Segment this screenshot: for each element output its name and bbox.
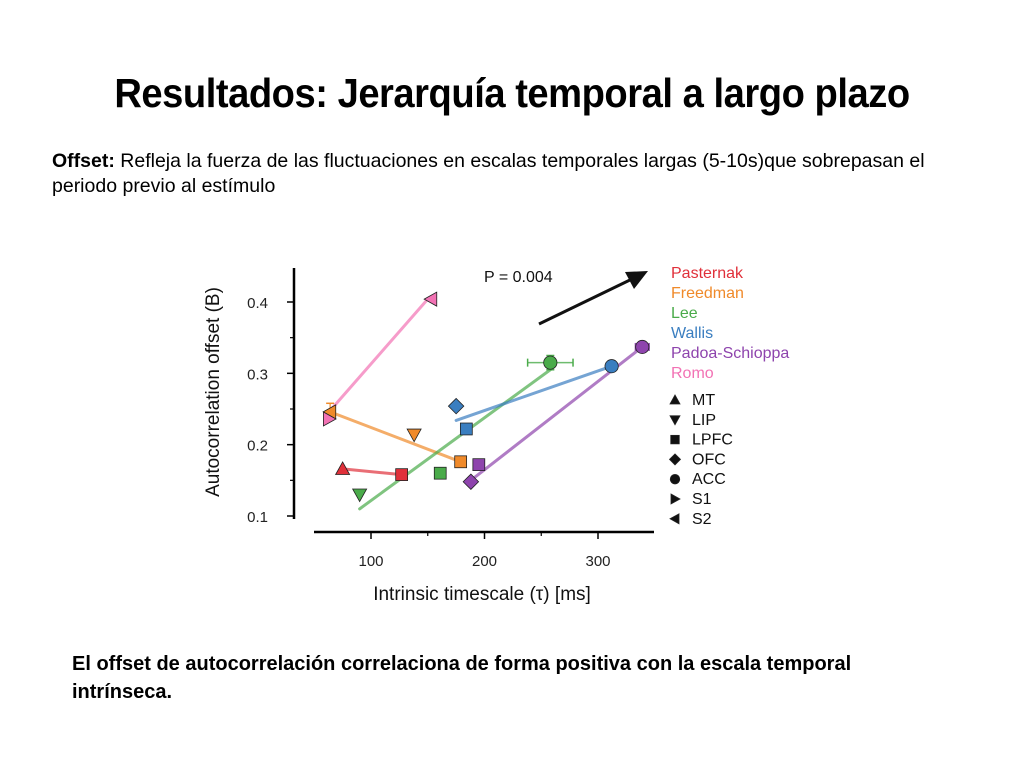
offset-label: Offset: [52, 150, 115, 172]
offset-description: Offset: Refleja la fuerza de las fluctua… [52, 149, 972, 199]
p-value-annotation: P = 0.004 [484, 269, 553, 286]
trend-arrow-line [538, 277, 633, 326]
legend-area-mt: MT [692, 392, 715, 409]
slide-title: Resultados: Jerarquía temporal a largo p… [114, 70, 910, 116]
data-point [462, 473, 480, 491]
legend-area-s1: S1 [692, 491, 712, 508]
y-tick-label: 0.2 [247, 438, 268, 455]
legend-lab-lee: Lee [671, 305, 698, 322]
data-point [423, 291, 438, 307]
trend-arrow-head [625, 271, 648, 289]
fit-line [327, 297, 430, 414]
data-point [406, 428, 422, 443]
legend-area-ofc: OFC [692, 451, 726, 468]
legend-area-lpfc: LPFC [692, 432, 733, 449]
x-axis-label: Intrinsic timescale (τ) [ms] [373, 584, 591, 605]
data-point [433, 466, 447, 480]
legend-lab-wallis: Wallis [671, 325, 713, 342]
y-tick-label: 0.4 [247, 295, 268, 312]
legend-marker-lpfc [670, 434, 680, 445]
data-point [351, 488, 368, 503]
data-point [323, 411, 337, 427]
x-tick-label: 300 [585, 553, 610, 570]
data-point [395, 468, 408, 481]
conclusion-text: El offset de autocorrelación correlacion… [72, 653, 852, 703]
y-tick-label: 0.3 [247, 366, 268, 383]
data-point [604, 359, 619, 374]
legend-lab-padoa-schioppa: Padoa-Schioppa [671, 345, 789, 362]
data-point [459, 422, 473, 436]
data-point [635, 339, 650, 354]
legend-lab-freedman: Freedman [671, 285, 744, 302]
legend-marker-mt [669, 394, 681, 405]
data-point [454, 455, 468, 469]
data-point [334, 461, 351, 475]
legend-lab-romo: Romo [671, 365, 714, 382]
legend-area-lip: LIP [692, 412, 716, 429]
legend-marker-s1 [670, 493, 681, 505]
legend-marker-s2 [669, 513, 680, 525]
data-point [543, 355, 558, 370]
data-point [447, 397, 465, 415]
legend-marker-acc [669, 474, 681, 485]
legend-lab-pasternak: Pasternak [671, 265, 744, 282]
fit-line [328, 410, 463, 464]
offset-description-text: Refleja la fuerza de las fluctuaciones e… [52, 150, 925, 197]
legend-marker-lip [669, 415, 681, 426]
legend-area-acc: ACC [692, 471, 726, 488]
x-tick-label: 100 [358, 553, 383, 570]
fit-line [454, 364, 614, 422]
y-tick-label: 0.1 [247, 509, 268, 526]
y-axis-label: Autocorrelation offset (B) [203, 287, 224, 497]
x-tick-label: 200 [472, 553, 497, 570]
data-point [472, 458, 486, 471]
fit-line [341, 467, 404, 477]
fit-line [358, 368, 552, 511]
legend-area-s2: S2 [692, 511, 712, 528]
legend-marker-ofc [668, 453, 682, 466]
